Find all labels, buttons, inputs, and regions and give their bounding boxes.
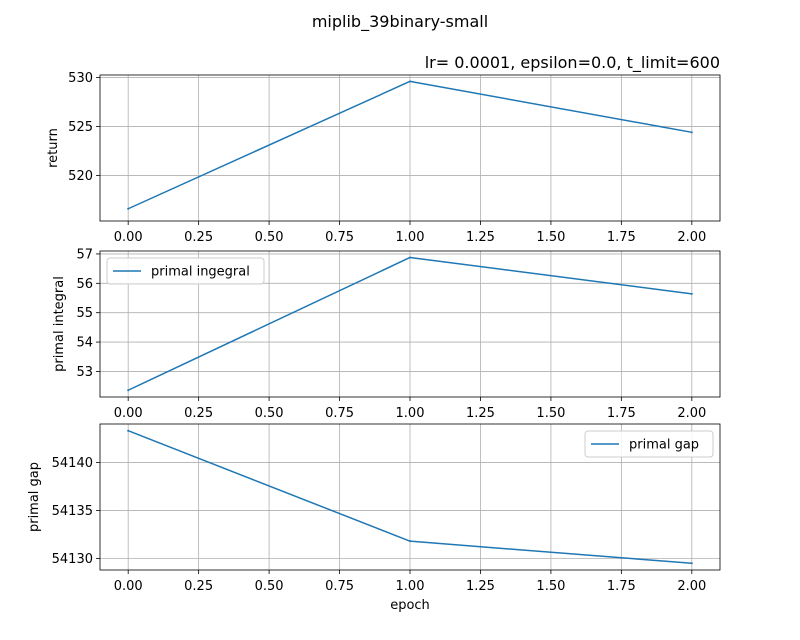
y-tick-label: 56 bbox=[76, 277, 93, 292]
axes-frame bbox=[99, 74, 721, 222]
data-point bbox=[127, 207, 130, 210]
x-tick-label: 1.50 bbox=[536, 579, 565, 594]
y-axis-label: return bbox=[46, 128, 61, 168]
x-tick-label: 1.25 bbox=[466, 406, 495, 421]
x-tick-label: 0.25 bbox=[184, 230, 213, 245]
x-tick-label: 1.75 bbox=[607, 406, 636, 421]
x-tick-label: 0.75 bbox=[325, 406, 354, 421]
legend-label: primal gap bbox=[629, 438, 699, 453]
x-tick-label: 1.50 bbox=[536, 406, 565, 421]
y-axis-label: primal integral bbox=[52, 276, 67, 372]
x-tick-label: 0.25 bbox=[184, 579, 213, 594]
data-point bbox=[409, 256, 411, 259]
legend-label: primal ingegral bbox=[151, 265, 250, 280]
legend-box bbox=[106, 257, 265, 285]
x-tick-label: 1.75 bbox=[607, 230, 636, 245]
x-tick-label: 0.50 bbox=[255, 579, 284, 594]
data-point bbox=[690, 292, 693, 295]
subplot-2: 0.00 0.25 0.50 0.75 1.00 1.25 1.50 1.75 2.00 53 54… bbox=[52, 247, 721, 421]
x-tick-label: 0.00 bbox=[114, 230, 143, 245]
y-axis-label: primal gap bbox=[27, 462, 42, 532]
subplot-title: lr= 0.0001, epsilon=0.0, t_limit=600 bbox=[425, 53, 720, 73]
x-tick-label: 0.00 bbox=[114, 579, 143, 594]
legend-box bbox=[584, 430, 714, 458]
data-point bbox=[409, 80, 411, 83]
x-tick-label: 1.75 bbox=[607, 579, 636, 594]
data-point bbox=[690, 131, 693, 134]
x-tick-label: 0.50 bbox=[255, 406, 284, 421]
y-tick-label: 54 bbox=[76, 336, 93, 351]
x-axis-label: epoch bbox=[390, 598, 430, 613]
x-tick-label: 0.75 bbox=[325, 230, 354, 245]
x-tick-label: 2.00 bbox=[677, 406, 706, 421]
subplot-3: 0.00 0.25 0.50 0.75 1.00 1.25 1.50 1.75 2.00 5413… bbox=[27, 423, 721, 613]
x-tick-label: 0.75 bbox=[325, 579, 354, 594]
data-point bbox=[690, 562, 693, 565]
x-tick-label: 1.50 bbox=[536, 230, 565, 245]
x-tick-label: 0.50 bbox=[255, 230, 284, 245]
data-point bbox=[127, 429, 130, 432]
x-tick-label: 1.00 bbox=[396, 230, 425, 245]
y-tick-label: 54140 bbox=[52, 456, 93, 471]
x-tick-label: 2.00 bbox=[677, 579, 706, 594]
x-tick-label: 0.00 bbox=[114, 406, 143, 421]
data-point bbox=[409, 540, 411, 543]
subplot-1: 0.00 0.25 0.50 0.75 1.00 1.25 1.50 1.75 2.00 520 5… bbox=[46, 53, 721, 245]
x-tick-label: 1.25 bbox=[466, 230, 495, 245]
y-tick-label: 54135 bbox=[52, 504, 93, 519]
y-tick-label: 525 bbox=[68, 120, 93, 135]
x-tick-label: 1.00 bbox=[396, 406, 425, 421]
y-tick-label: 530 bbox=[68, 71, 93, 86]
axes-frame bbox=[99, 250, 721, 398]
axes-frame bbox=[99, 423, 721, 571]
subplots: 0.00 0.25 0.50 0.75 1.00 1.25 1.50 1.75 2.00 520 5… bbox=[27, 53, 721, 613]
y-tick-label: 53 bbox=[76, 365, 93, 380]
legend: primal gap bbox=[584, 430, 714, 458]
y-tick-label: 57 bbox=[76, 247, 93, 262]
data-point bbox=[127, 389, 130, 392]
y-tick-label: 54130 bbox=[52, 552, 93, 567]
y-tick-label: 55 bbox=[76, 306, 93, 321]
figure-title: miplib_39binary-small bbox=[312, 12, 488, 32]
x-tick-label: 1.25 bbox=[466, 579, 495, 594]
y-tick-label: 520 bbox=[68, 169, 93, 184]
x-tick-label: 0.25 bbox=[184, 406, 213, 421]
legend: primal ingegral bbox=[106, 257, 265, 285]
x-tick-label: 1.00 bbox=[396, 579, 425, 594]
x-tick-label: 2.00 bbox=[677, 230, 706, 245]
